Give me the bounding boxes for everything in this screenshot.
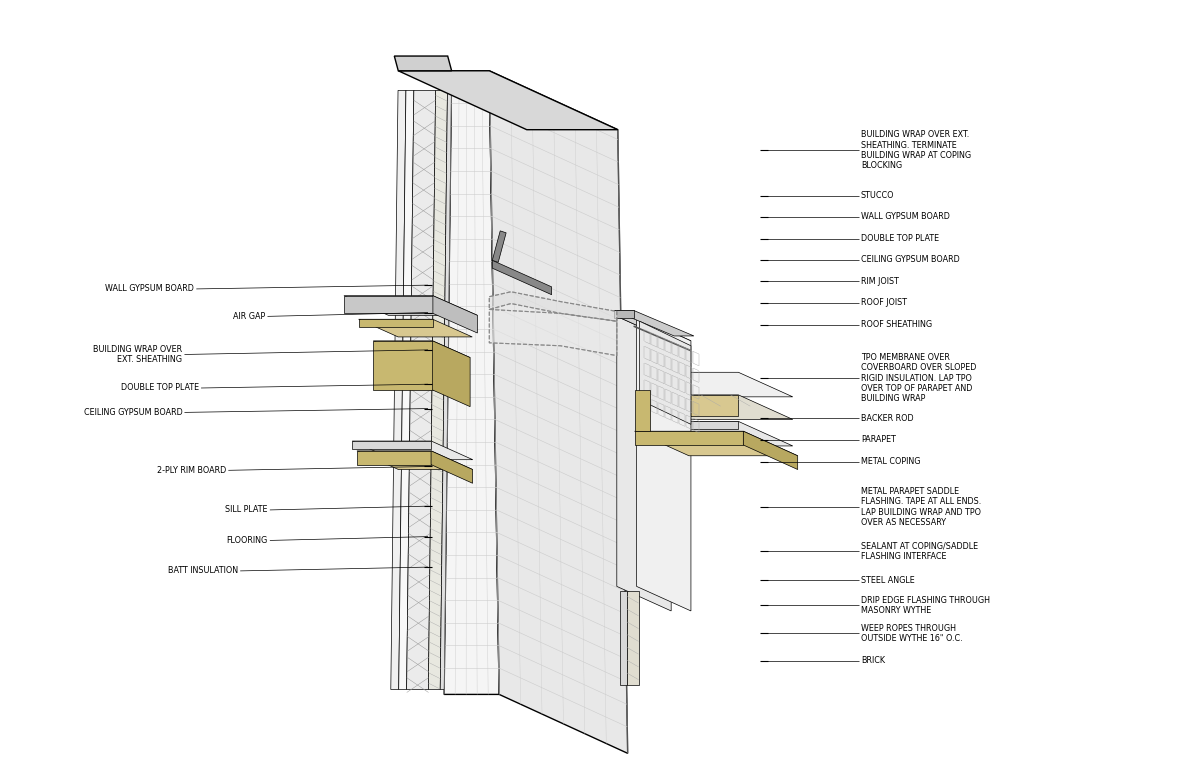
Polygon shape [614, 310, 634, 318]
Polygon shape [356, 451, 473, 469]
Text: WALL GYPSUM BOARD: WALL GYPSUM BOARD [106, 285, 194, 293]
Polygon shape [352, 441, 431, 449]
Polygon shape [635, 431, 798, 456]
Polygon shape [359, 319, 433, 327]
Polygon shape [373, 341, 432, 390]
Polygon shape [428, 91, 448, 690]
Text: TPO MEMBRANE OVER
COVERBOARD OVER SLOPED
RIGID INSULATION. LAP TPO
OVER TOP OF P: TPO MEMBRANE OVER COVERBOARD OVER SLOPED… [860, 353, 977, 404]
Text: WALL GYPSUM BOARD: WALL GYPSUM BOARD [860, 212, 950, 221]
Polygon shape [492, 260, 552, 295]
Polygon shape [617, 317, 691, 341]
Polygon shape [614, 310, 694, 336]
Polygon shape [636, 395, 738, 417]
Text: SEALANT AT COPING/SADDLE
FLASHING INTERFACE: SEALANT AT COPING/SADDLE FLASHING INTERF… [860, 542, 978, 561]
Polygon shape [640, 321, 691, 424]
Polygon shape [635, 390, 650, 431]
Polygon shape [391, 91, 406, 690]
Polygon shape [490, 310, 617, 355]
Polygon shape [395, 56, 451, 71]
Text: STUCCO: STUCCO [860, 192, 894, 200]
Polygon shape [635, 431, 743, 445]
Text: AIR GAP: AIR GAP [233, 312, 265, 320]
Text: CEILING GYPSUM BOARD: CEILING GYPSUM BOARD [860, 255, 960, 265]
Polygon shape [344, 296, 433, 314]
Polygon shape [398, 71, 618, 130]
Text: FLOORING: FLOORING [227, 536, 268, 545]
Polygon shape [492, 231, 506, 262]
Polygon shape [373, 341, 470, 358]
Polygon shape [626, 591, 638, 684]
Text: METAL COPING: METAL COPING [860, 457, 920, 466]
Text: DRIP EDGE FLASHING THROUGH
MASONRY WYTHE: DRIP EDGE FLASHING THROUGH MASONRY WYTHE [860, 595, 990, 615]
Text: BATT INSULATION: BATT INSULATION [168, 566, 239, 576]
Text: RIM JOIST: RIM JOIST [860, 277, 899, 286]
Text: DOUBLE TOP PLATE: DOUBLE TOP PLATE [860, 234, 940, 243]
Polygon shape [617, 317, 671, 611]
Text: SILL PLATE: SILL PLATE [226, 505, 268, 514]
Polygon shape [407, 91, 436, 690]
Text: BRICK: BRICK [860, 656, 884, 665]
Text: PARAPET: PARAPET [860, 435, 896, 445]
Polygon shape [490, 71, 628, 753]
Polygon shape [356, 451, 431, 465]
Polygon shape [636, 421, 738, 429]
Polygon shape [490, 292, 617, 321]
Text: BUILDING WRAP OVER
EXT. SHEATHING: BUILDING WRAP OVER EXT. SHEATHING [94, 345, 182, 364]
Text: BUILDING WRAP OVER EXT.
SHEATHING. TERMINATE
BUILDING WRAP AT COPING
BLOCKING: BUILDING WRAP OVER EXT. SHEATHING. TERMI… [860, 130, 971, 170]
Polygon shape [636, 421, 793, 446]
Polygon shape [444, 71, 499, 695]
Polygon shape [440, 91, 451, 690]
Text: METAL PARAPET SADDLE
FLASHING. TAPE AT ALL ENDS.
LAP BUILDING WRAP AND TPO
OVER : METAL PARAPET SADDLE FLASHING. TAPE AT A… [860, 487, 982, 527]
Text: STEEL ANGLE: STEEL ANGLE [860, 576, 914, 584]
Polygon shape [636, 372, 793, 397]
Polygon shape [344, 296, 478, 315]
Text: CEILING GYPSUM BOARD: CEILING GYPSUM BOARD [84, 408, 182, 417]
Polygon shape [636, 395, 793, 419]
Polygon shape [432, 341, 470, 407]
Polygon shape [433, 296, 478, 333]
Text: 2-PLY RIM BOARD: 2-PLY RIM BOARD [157, 466, 227, 475]
Text: ROOF SHEATHING: ROOF SHEATHING [860, 320, 932, 329]
Polygon shape [619, 591, 626, 684]
Polygon shape [352, 441, 473, 459]
Polygon shape [431, 451, 473, 483]
Polygon shape [359, 319, 473, 337]
Polygon shape [743, 431, 798, 469]
Text: WEEP ROPES THROUGH
OUTSIDE WYTHE 16" O.C.: WEEP ROPES THROUGH OUTSIDE WYTHE 16" O.C… [860, 624, 962, 643]
Text: BACKER ROD: BACKER ROD [860, 414, 913, 423]
Text: ROOF JOIST: ROOF JOIST [860, 298, 907, 307]
Text: DOUBLE TOP PLATE: DOUBLE TOP PLATE [121, 383, 199, 393]
Polygon shape [636, 317, 691, 611]
Polygon shape [398, 91, 414, 690]
